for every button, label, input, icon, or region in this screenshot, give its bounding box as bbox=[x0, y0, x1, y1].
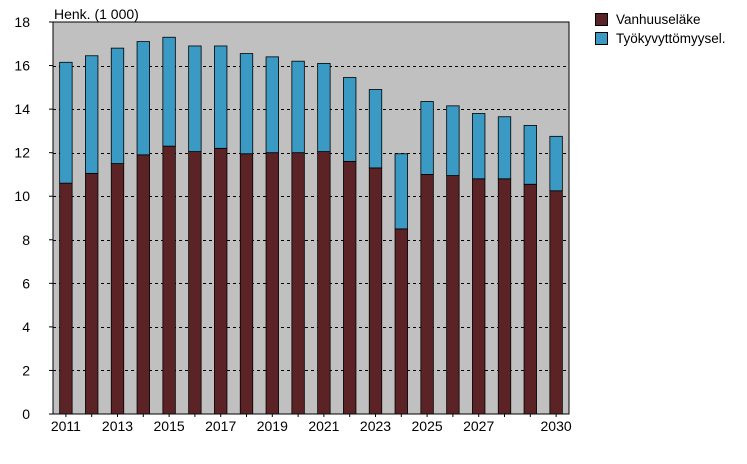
bars bbox=[59, 36, 563, 415]
x-tick-label: 2017 bbox=[205, 418, 236, 434]
x-tick-label: 2021 bbox=[308, 418, 339, 434]
x-tick-label: 2019 bbox=[257, 418, 288, 434]
x-tick-label: 2013 bbox=[102, 418, 133, 434]
y-tick-label: 8 bbox=[22, 232, 30, 248]
x-tick-label: 2023 bbox=[360, 418, 391, 434]
bar-tyokyvyttomyysel-2019 bbox=[265, 56, 279, 154]
y-tick-label: 18 bbox=[14, 14, 30, 30]
bar-tyokyvyttomyysel-2015 bbox=[162, 36, 176, 147]
y-tick-label: 10 bbox=[14, 188, 30, 204]
y-tick-label: 16 bbox=[14, 58, 30, 74]
legend-swatch-tyokyvyttomyysel bbox=[595, 32, 608, 45]
bar-tyokyvyttomyysel-2020 bbox=[291, 60, 305, 154]
bar-vanhuuselake-2024 bbox=[394, 228, 408, 415]
x-tick-label: 2025 bbox=[412, 418, 443, 434]
plot-area bbox=[52, 21, 570, 415]
y-tick-label: 6 bbox=[22, 275, 30, 291]
legend-item-tyokyvyttomyysel: Työkyvyttömyysel. bbox=[595, 29, 726, 48]
legend-label-vanhuuselake: Vanhuuseläke bbox=[616, 12, 701, 27]
bar-tyokyvyttomyysel-2021 bbox=[317, 62, 331, 152]
legend: Vanhuuseläke Työkyvyttömyysel. bbox=[595, 10, 726, 48]
bar-vanhuuselake-2013 bbox=[110, 163, 125, 415]
bar-tyokyvyttomyysel-2029 bbox=[523, 125, 537, 185]
bar-tyokyvyttomyysel-2025 bbox=[420, 101, 434, 175]
bar-vanhuuselake-2015 bbox=[162, 145, 176, 415]
bar-vanhuuselake-2012 bbox=[85, 172, 99, 415]
y-tick-label: 4 bbox=[22, 319, 30, 335]
legend-item-vanhuuselake: Vanhuuseläke bbox=[595, 10, 726, 29]
bar-vanhuuselake-2028 bbox=[497, 178, 512, 415]
bar-tyokyvyttomyysel-2030 bbox=[549, 135, 563, 192]
bar-tyokyvyttomyysel-2012 bbox=[85, 55, 99, 174]
plot-background bbox=[52, 21, 570, 415]
bar-vanhuuselake-2018 bbox=[239, 153, 254, 415]
bar-vanhuuselake-2016 bbox=[188, 151, 202, 415]
legend-label-tyokyvyttomyysel: Työkyvyttömyysel. bbox=[616, 31, 726, 46]
legend-swatch-vanhuuselake bbox=[595, 13, 608, 26]
bar-tyokyvyttomyysel-2022 bbox=[343, 77, 357, 162]
bar-vanhuuselake-2025 bbox=[420, 174, 434, 415]
y-unit-label: Henk. (1 000) bbox=[54, 6, 139, 22]
bar-tyokyvyttomyysel-2014 bbox=[136, 41, 150, 156]
x-tick-label: 2015 bbox=[154, 418, 185, 434]
bar-vanhuuselake-2027 bbox=[472, 178, 486, 415]
bar-vanhuuselake-2017 bbox=[214, 147, 228, 415]
x-tick-label: 2027 bbox=[463, 418, 494, 434]
y-tick-label: 2 bbox=[22, 362, 30, 378]
bar-tyokyvyttomyysel-2018 bbox=[239, 53, 254, 155]
bar-vanhuuselake-2021 bbox=[317, 151, 331, 415]
y-tick-label: 14 bbox=[14, 101, 30, 117]
bar-vanhuuselake-2020 bbox=[291, 152, 305, 415]
bar-vanhuuselake-2011 bbox=[59, 182, 73, 415]
bar-tyokyvyttomyysel-2011 bbox=[59, 61, 73, 184]
bar-vanhuuselake-2030 bbox=[549, 190, 563, 415]
bar-tyokyvyttomyysel-2028 bbox=[497, 116, 512, 180]
y-tick-label: 0 bbox=[22, 406, 30, 422]
bar-tyokyvyttomyysel-2016 bbox=[188, 45, 202, 152]
bar-vanhuuselake-2019 bbox=[265, 152, 279, 415]
bar-tyokyvyttomyysel-2026 bbox=[446, 105, 460, 176]
x-tick-label: 2030 bbox=[541, 418, 572, 434]
bar-vanhuuselake-2014 bbox=[136, 154, 150, 415]
bar-tyokyvyttomyysel-2017 bbox=[214, 45, 228, 149]
bar-tyokyvyttomyysel-2013 bbox=[110, 47, 125, 164]
bar-tyokyvyttomyysel-2024 bbox=[394, 153, 408, 230]
y-tick-label: 12 bbox=[14, 145, 30, 161]
x-tick-label: 2011 bbox=[51, 418, 81, 434]
bar-vanhuuselake-2022 bbox=[343, 160, 357, 415]
bar-tyokyvyttomyysel-2027 bbox=[472, 113, 486, 180]
bar-vanhuuselake-2023 bbox=[368, 167, 383, 415]
bar-vanhuuselake-2026 bbox=[446, 175, 460, 415]
axes: 0 2 4 6 8 10 12 14 16 18 2011 2013 2015 2017 2019 2021 2… bbox=[14, 14, 571, 434]
bar-vanhuuselake-2029 bbox=[523, 183, 537, 415]
bar-tyokyvyttomyysel-2023 bbox=[368, 89, 383, 169]
